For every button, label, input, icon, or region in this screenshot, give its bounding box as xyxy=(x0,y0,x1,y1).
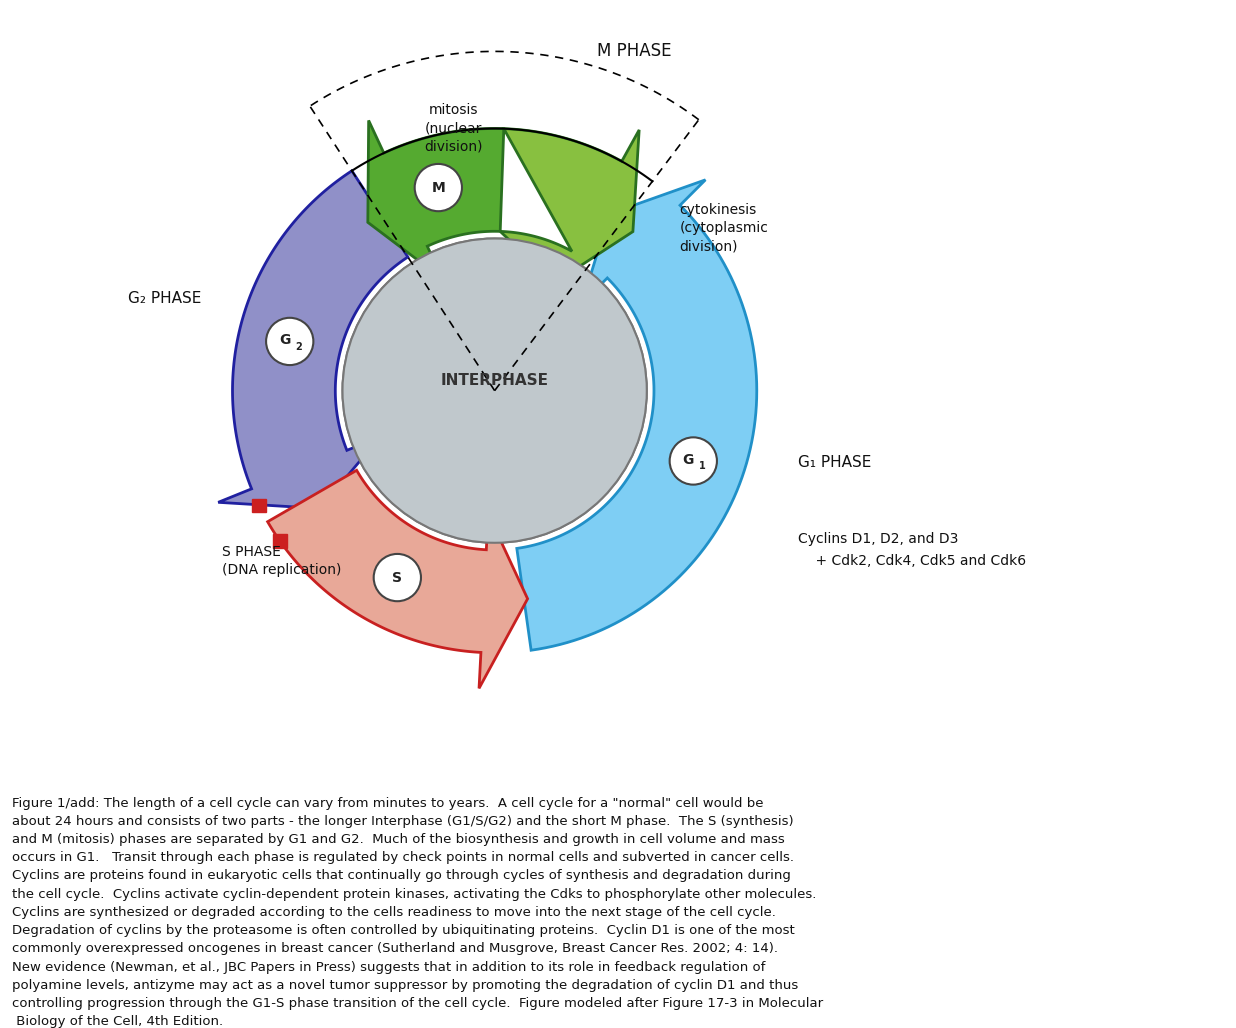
Circle shape xyxy=(266,318,314,365)
Polygon shape xyxy=(219,171,408,509)
Text: M PHASE: M PHASE xyxy=(597,42,672,61)
Circle shape xyxy=(373,554,421,601)
Text: Cyclins D1, D2, and D3
    + Cdk2, Cdk4, Cdk5 and Cdk6: Cyclins D1, D2, and D3 + Cdk2, Cdk4, Cdk… xyxy=(798,533,1026,567)
Text: INTERPHASE: INTERPHASE xyxy=(441,373,549,388)
Circle shape xyxy=(670,437,717,484)
Text: M: M xyxy=(431,181,445,194)
Circle shape xyxy=(342,238,646,543)
Text: mitosis
(nuclear
division): mitosis (nuclear division) xyxy=(424,103,483,153)
Text: cytokinesis
(cytoplasmic
division): cytokinesis (cytoplasmic division) xyxy=(680,203,769,254)
Polygon shape xyxy=(268,471,528,689)
Circle shape xyxy=(342,238,646,543)
Polygon shape xyxy=(368,120,504,279)
Text: G₁ PHASE: G₁ PHASE xyxy=(798,455,871,470)
Text: 1: 1 xyxy=(700,462,706,471)
Text: S PHASE
(DNA replication): S PHASE (DNA replication) xyxy=(222,545,341,578)
Text: G: G xyxy=(279,333,290,347)
Bar xyxy=(273,535,287,548)
Text: 2: 2 xyxy=(295,341,303,352)
Bar xyxy=(252,499,266,512)
Text: G₂ PHASE: G₂ PHASE xyxy=(129,291,201,306)
Polygon shape xyxy=(501,128,639,283)
Text: S: S xyxy=(392,571,403,585)
Text: G: G xyxy=(682,453,693,467)
Polygon shape xyxy=(517,180,756,651)
Text: Figure 1/add: The length of a cell cycle can vary from minutes to years.  A cell: Figure 1/add: The length of a cell cycle… xyxy=(12,797,823,1028)
Circle shape xyxy=(415,163,462,211)
